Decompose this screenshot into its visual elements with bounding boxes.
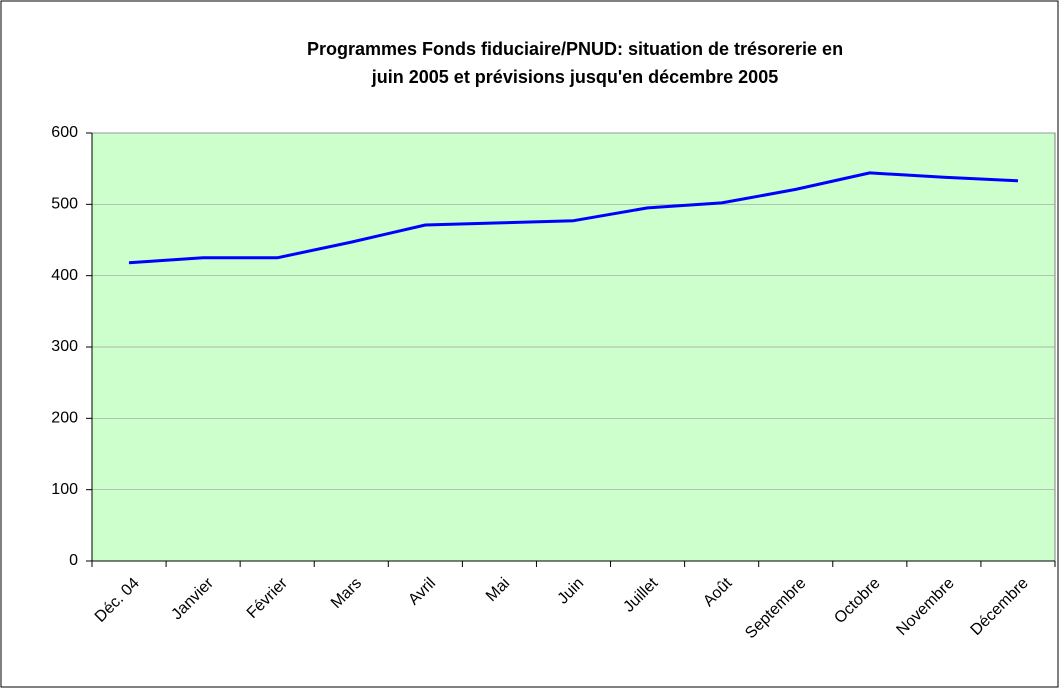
y-tick-label: 500 <box>51 196 78 213</box>
chart-title: Programmes Fonds fiduciaire/PNUD: situat… <box>307 39 843 59</box>
chart-title: juin 2005 et prévisions jusqu'en décembr… <box>371 67 778 87</box>
data-line <box>128 171 1019 265</box>
y-tick-label: 300 <box>51 338 78 355</box>
y-tick-label: 100 <box>51 481 78 498</box>
y-tick-label: 0 <box>69 552 78 569</box>
y-tick-label: 200 <box>51 410 78 427</box>
y-tick-label: 400 <box>51 267 78 284</box>
y-tick-label: 600 <box>51 124 78 141</box>
